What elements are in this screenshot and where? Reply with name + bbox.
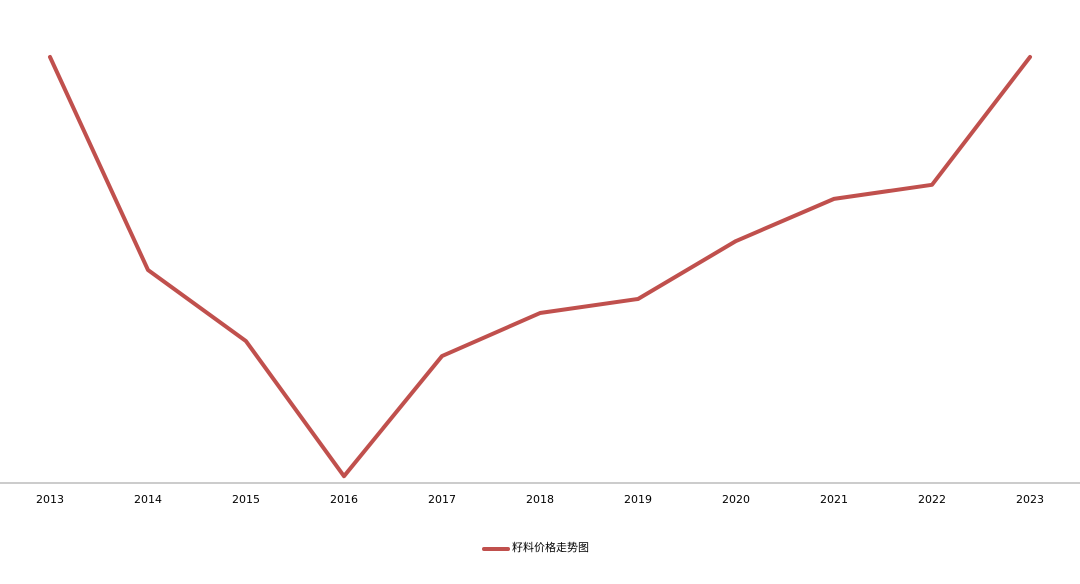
x-tick-label: 2021 bbox=[820, 493, 848, 506]
x-tick-label: 2019 bbox=[624, 493, 652, 506]
x-tick-label: 2020 bbox=[722, 493, 750, 506]
x-tick-label: 2015 bbox=[232, 493, 260, 506]
x-tick-label: 2013 bbox=[36, 493, 64, 506]
x-tick-label: 2014 bbox=[134, 493, 162, 506]
legend-label: 籽料价格走势图 bbox=[512, 540, 589, 554]
x-tick-label: 2018 bbox=[526, 493, 554, 506]
data-line bbox=[48, 55, 1032, 479]
x-tick-label: 2022 bbox=[918, 493, 946, 506]
x-tick-label: 2023 bbox=[1016, 493, 1044, 506]
x-tick-label: 2016 bbox=[330, 493, 358, 506]
x-tick-label: 2017 bbox=[428, 493, 456, 506]
